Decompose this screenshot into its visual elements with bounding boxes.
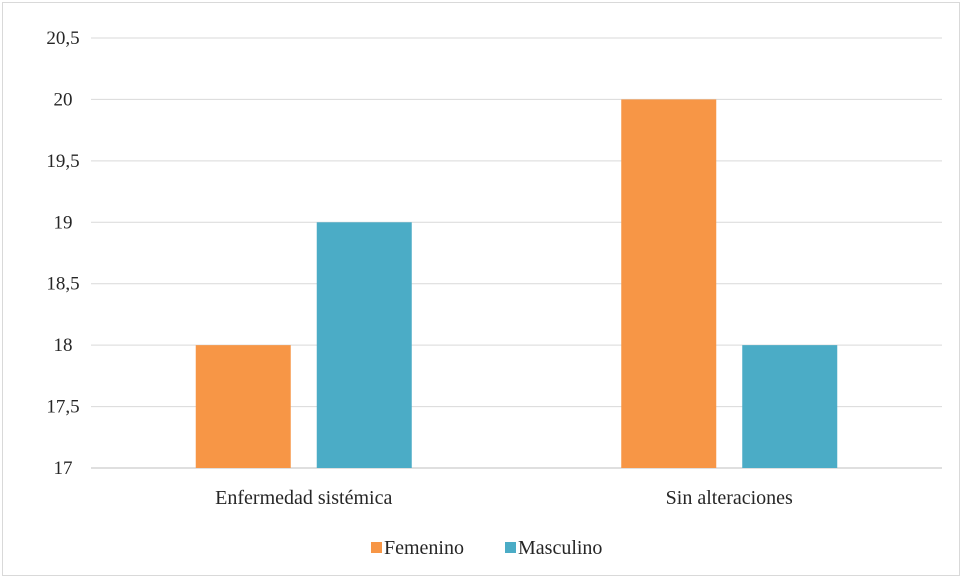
y-tick-label: 17,5: [46, 397, 79, 418]
x-axis-category-labels: Enfermedad sistémica Sin alteraciones: [215, 487, 793, 509]
bar-masculino-1: [316, 222, 412, 468]
legend-label-masculino: Masculino: [518, 537, 602, 559]
y-axis-tick-labels: 17 17,5 18 18,5 19 19,5 20 20,5: [46, 28, 79, 479]
legend: Femenino Masculino: [371, 537, 602, 559]
y-tick-label: 20,5: [46, 28, 79, 49]
bars: [195, 99, 838, 468]
x-category-label: Sin alteraciones: [666, 487, 793, 509]
y-tick-label: 19: [54, 212, 73, 233]
y-tick-label: 19,5: [46, 151, 79, 172]
bar-masculino-2: [742, 345, 838, 468]
x-category-label: Enfermedad sistémica: [215, 487, 392, 509]
y-tick-label: 20: [54, 89, 73, 110]
legend-swatch-masculino: [505, 542, 516, 553]
bar-femenino-1: [195, 345, 291, 468]
y-tick-label: 18: [54, 335, 73, 356]
y-tick-label: 17: [54, 458, 73, 479]
legend-swatch-femenino: [371, 542, 382, 553]
legend-label-femenino: Femenino: [384, 537, 464, 559]
bar-femenino-2: [621, 99, 717, 468]
y-tick-label: 18,5: [46, 274, 79, 295]
